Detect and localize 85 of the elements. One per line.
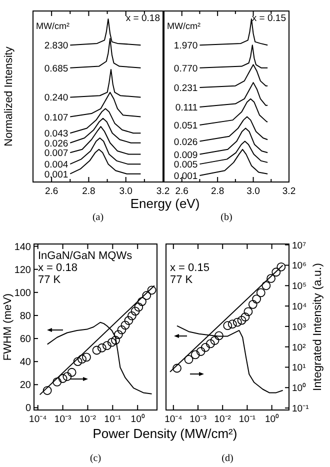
y2-tick-label: 60 <box>20 334 32 346</box>
y2-tick-label: 140 <box>14 242 32 253</box>
text: (b) <box>220 212 232 223</box>
series-label: 1.970 <box>174 40 198 52</box>
series-label: 0.005 <box>174 160 198 171</box>
annotation: x = 0.18 <box>126 13 160 24</box>
y2-axis-title: FWHM (meV) <box>2 293 14 361</box>
y2-tick-label: 0 <box>25 403 32 414</box>
y-axis-title: Integrated Intensity (a.u.) <box>312 262 324 391</box>
y2-tick-label: 40 <box>20 357 32 368</box>
text: (c) <box>90 453 102 464</box>
x-tick-label: 3.2 <box>282 186 296 197</box>
x-tick-label: 10⁰ <box>130 413 146 425</box>
series-label: 0.001 <box>44 169 68 180</box>
x-tick-label: 10⁻⁴ <box>29 414 47 425</box>
y-tick-label: 10⁻¹ <box>292 404 309 415</box>
x-tick-label: 3.0 <box>246 186 260 197</box>
series-label: 0.007 <box>44 148 68 160</box>
x-axis-title: Power Density (MW/cm²) <box>92 426 238 441</box>
x-tick-label: 2.6 <box>44 186 58 197</box>
y-tick-label: 10⁵ <box>292 281 307 292</box>
x-tick-label: 3.0 <box>119 186 132 197</box>
point <box>206 339 215 348</box>
series-label: 0.009 <box>174 150 198 161</box>
point <box>196 347 206 356</box>
annotation: InGaN/GaN MQWs <box>38 250 133 262</box>
x-tick-label: 10⁰ <box>265 413 280 425</box>
text: (d) <box>222 453 234 464</box>
x-tick-label: 10⁻¹ <box>238 414 256 425</box>
text: (a) <box>92 212 104 223</box>
legend-title: MW/cm² <box>167 21 200 31</box>
y-tick-label: 10² <box>292 342 306 354</box>
point <box>200 343 210 352</box>
series-label: 2.830 <box>44 40 68 52</box>
series-label: 0.043 <box>44 128 68 140</box>
point <box>256 288 266 298</box>
y-tick-label: 10⁰ <box>292 382 307 394</box>
x-tick-label: 10⁻³ <box>54 414 72 425</box>
x-axis-title: Energy (eV) <box>130 196 200 211</box>
y2-tick-label: 100 <box>14 288 32 299</box>
x-tick-label: 10⁻³ <box>190 414 206 425</box>
x-tick-label: 2.8 <box>82 186 96 197</box>
series-label: 0.051 <box>174 120 198 132</box>
x-tick-label: 10⁻² <box>79 414 96 425</box>
series-label: 0.004 <box>44 160 68 171</box>
y-tick-label: 10⁷ <box>292 240 307 252</box>
point <box>190 350 200 360</box>
legend-title: MW/cm² <box>36 21 70 31</box>
point <box>248 300 258 309</box>
annotation: x = 0.18 <box>38 262 78 274</box>
annotation: x = 0.15 <box>252 13 286 24</box>
series-label: 0.770 <box>174 63 198 74</box>
series-label: 0.026 <box>44 138 68 150</box>
point <box>244 307 253 316</box>
y2-tick-label: 20 <box>20 380 32 392</box>
x-tick-label: 3.2 <box>156 186 170 197</box>
y2-tick-label: 120 <box>14 264 32 276</box>
point <box>272 268 281 277</box>
series-label: 0.111 <box>175 102 198 114</box>
x-tick-label: 2.8 <box>210 186 224 197</box>
series-label: 0.240 <box>44 92 68 104</box>
series-label: 0.026 <box>174 136 198 148</box>
annotation: x = 0.15 <box>170 262 210 274</box>
series-label: 0.107 <box>44 112 68 124</box>
x-tick-label: 10⁻² <box>214 414 231 425</box>
series-label: 0.001 <box>174 170 198 182</box>
point <box>266 274 276 283</box>
annotation: 77 K <box>170 274 194 286</box>
point <box>252 294 262 304</box>
y-tick-label: 10⁴ <box>292 302 307 313</box>
y-axis-title: Normalized Intensity <box>3 46 15 146</box>
x-tick-label: 10⁻¹ <box>104 414 122 425</box>
point <box>210 336 220 345</box>
y-tick-label: 10⁶ <box>292 260 307 272</box>
x-tick-label: 2.6 <box>175 186 188 197</box>
point <box>276 262 286 272</box>
series-label: 0.685 <box>44 63 68 74</box>
point <box>262 281 271 290</box>
y2-tick-label: 80 <box>20 310 32 322</box>
series-label: 0.231 <box>174 82 198 94</box>
point <box>214 331 224 340</box>
y-tick-label: 10³ <box>292 322 306 333</box>
annotation: 77 K <box>38 274 62 286</box>
y-tick-label: 10¹ <box>292 362 306 374</box>
x-tick-label: 10⁻⁴ <box>164 414 182 425</box>
